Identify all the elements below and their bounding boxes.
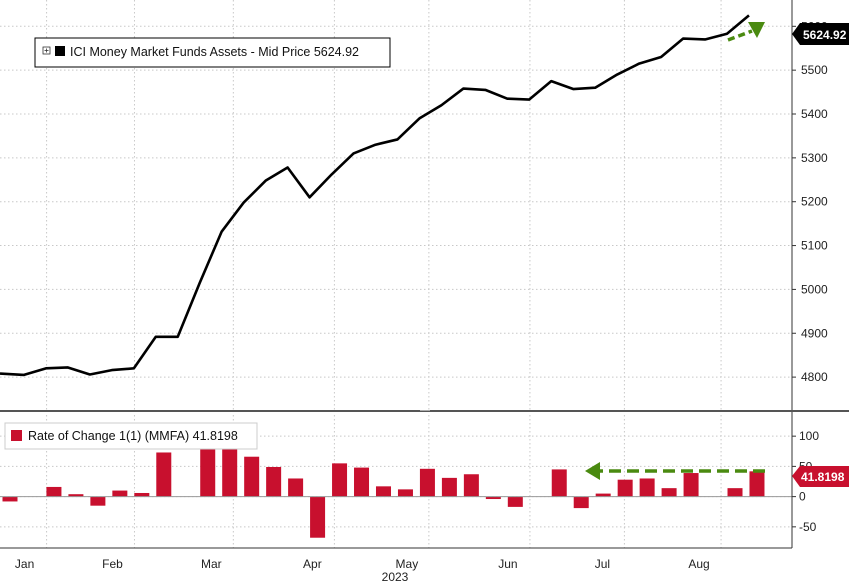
rate-bar (639, 478, 655, 497)
legend-swatch-price (55, 46, 65, 56)
rate-bar (727, 488, 743, 497)
year-label: 2023 (382, 570, 409, 584)
top-y-tick-label: 5400 (801, 107, 828, 121)
top-y-tick-label: 5500 (801, 63, 828, 77)
rate-bar (551, 469, 567, 497)
top-y-tick-label: 5300 (801, 151, 828, 165)
top-legend: ICI Money Market Funds Assets - Mid Pric… (34, 37, 391, 68)
annotation-arrows (585, 22, 765, 480)
top-y-tick-label: 5100 (801, 239, 828, 253)
axes-frame (0, 0, 849, 549)
bottom-y-tick-labels: 100500-50 (792, 429, 819, 534)
bottom-y-tick-label: -50 (799, 520, 817, 534)
rate-bar (463, 474, 479, 497)
legend-swatch-rate (11, 430, 22, 441)
rate-bar (244, 456, 260, 497)
rate-bar (134, 492, 150, 497)
rate-bar (661, 488, 677, 497)
x-tick-label: Jan (15, 557, 34, 571)
rate-bar (397, 489, 413, 497)
x-tick-label: Aug (688, 557, 709, 571)
x-tick-label: Apr (303, 557, 322, 571)
rate-bar (222, 444, 238, 497)
x-tick-label: May (396, 557, 419, 571)
rate-bar (68, 494, 84, 497)
top-y-tick-labels: 480049005000510052005300540055005600 (792, 19, 828, 384)
top-y-tick-label: 4900 (801, 326, 828, 340)
top-y-tick-label: 5200 (801, 195, 828, 209)
rate-of-change-bars (0, 444, 792, 538)
bottom-panel-grid (0, 435, 792, 528)
flow-arrowhead-icon (585, 462, 600, 480)
rate-bar (595, 493, 611, 497)
rate-bar (332, 463, 348, 497)
rate-bar (573, 496, 589, 509)
rate-bar (288, 478, 304, 497)
bottom-legend: Rate of Change 1(1) (MMFA) 41.8198 (4, 422, 258, 450)
rate-bar (46, 486, 62, 497)
rate-bar (617, 479, 633, 497)
bottom-y-tick-label: 0 (799, 490, 806, 504)
rate-bar (375, 486, 391, 497)
rate-bar (112, 490, 128, 497)
bottom-y-tick-label: 100 (799, 429, 819, 443)
rate-bar (683, 473, 699, 497)
top-y-tick-label: 5000 (801, 282, 828, 296)
rate-bar (485, 496, 501, 500)
rate-bar (90, 496, 106, 506)
top-legend-label: ICI Money Market Funds Assets - Mid Pric… (70, 45, 359, 59)
rate-bar (2, 496, 18, 502)
x-tick-label: Mar (201, 557, 222, 571)
rate-bar (507, 496, 523, 507)
price-last-value-badge: 5624.92 (792, 23, 849, 45)
price-line-series (0, 14, 750, 377)
rate-bar (354, 467, 370, 497)
rate-bar (200, 444, 216, 497)
up-trend-arrowhead-icon (748, 22, 765, 38)
bottom-legend-label: Rate of Change 1(1) (MMFA) 41.8198 (28, 429, 238, 443)
price-last-value: 5624.92 (803, 28, 847, 42)
x-tick-label: Jun (498, 557, 517, 571)
rate-bar (441, 477, 457, 497)
rate-bar (156, 452, 172, 497)
top-y-tick-label: 4800 (801, 370, 828, 384)
top-panel-grid (0, 25, 792, 378)
x-gridlines (46, 0, 722, 548)
rate-last-value-badge: 41.8198 (792, 466, 849, 487)
rate-bar (310, 496, 326, 538)
x-tick-label: Feb (102, 557, 123, 571)
rate-bar (419, 468, 435, 497)
x-tick-labels: Jan Feb Mar Apr May Jun Jul Aug (15, 557, 710, 571)
rate-last-value: 41.8198 (801, 470, 845, 484)
rate-bar (749, 471, 765, 497)
rate-bar (266, 466, 282, 497)
up-trend-arrow-shaft (727, 29, 753, 42)
x-tick-label: Jul (595, 557, 610, 571)
